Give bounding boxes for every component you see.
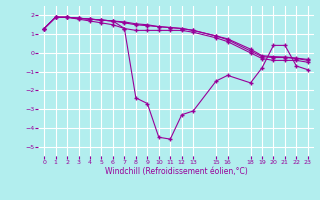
X-axis label: Windchill (Refroidissement éolien,°C): Windchill (Refroidissement éolien,°C) <box>105 167 247 176</box>
